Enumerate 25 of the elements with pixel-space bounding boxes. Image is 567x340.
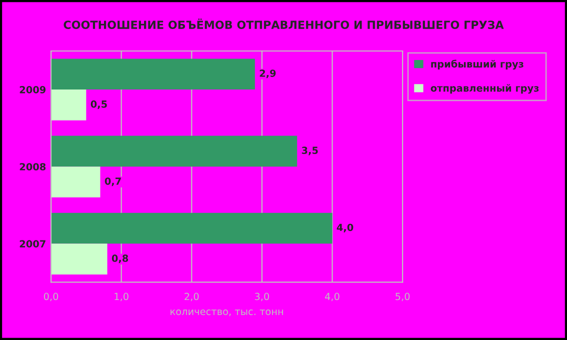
x-tick-label: 3,0 (254, 292, 270, 302)
data-label: 4,0 (336, 224, 354, 232)
legend-label: отправленный груз (430, 84, 539, 94)
data-label: 0,8 (112, 254, 128, 264)
x-tick-label: 1,0 (114, 292, 128, 302)
y-tick-label: 2009 (20, 86, 46, 94)
data-label: 0,5 (90, 100, 107, 110)
x-tick-label: 4,0 (325, 292, 340, 302)
y-tick-label: 2008 (20, 163, 46, 170)
bar (51, 244, 108, 274)
data-label: 0,7 (104, 177, 121, 186)
chart-title: СООТНОШЕНИЕ ОБЪЁМОВ ОТПРАВЛЕННОГО И ПРИБЫВШЕГО ГРУЗА (64, 18, 504, 29)
x-tick-label: 5,0 (396, 292, 410, 302)
x-tick-label: 0,0 (44, 292, 58, 302)
x-tick-label: 2,0 (184, 292, 199, 302)
bar (51, 212, 332, 244)
bar (51, 166, 100, 198)
data-label: 2,9 (260, 70, 276, 78)
legend-label: прибывший груз (431, 60, 524, 70)
y-tick-label: 2007 (20, 240, 46, 248)
data-label: 3,5 (302, 146, 318, 156)
bar (51, 58, 255, 90)
bar (51, 90, 86, 120)
bar (51, 136, 298, 167)
x-axis-title: количество, тыс. тонн (170, 310, 283, 316)
